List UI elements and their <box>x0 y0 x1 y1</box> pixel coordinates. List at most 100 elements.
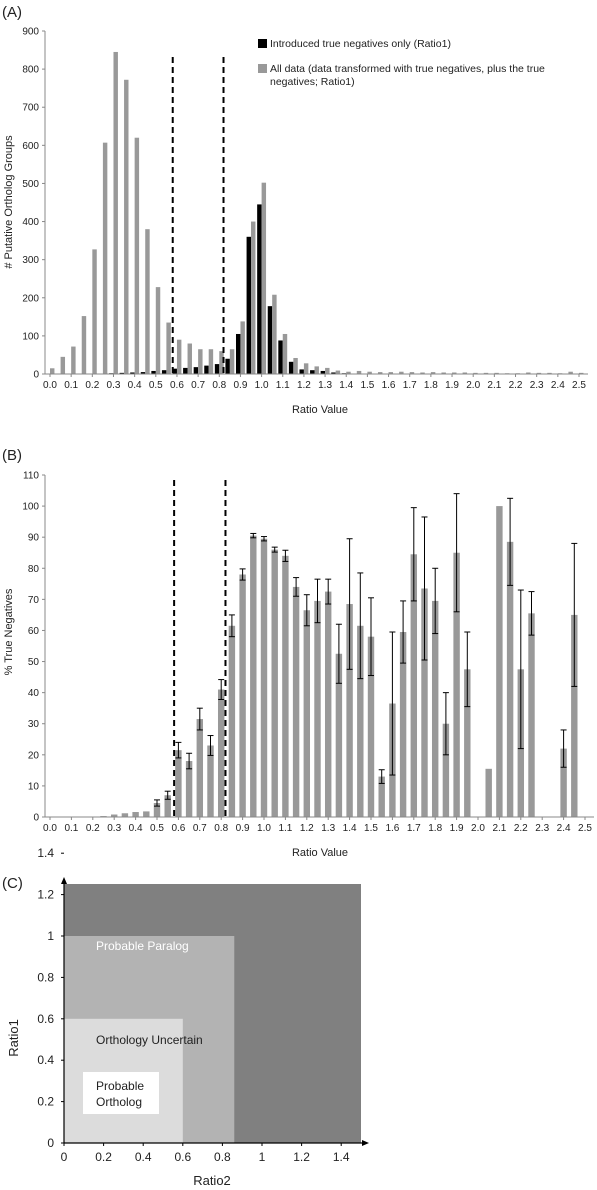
x-tick-label: 1.7 <box>403 380 417 391</box>
bar-percent-true-negatives <box>110 814 118 817</box>
bar-all-data <box>325 367 330 374</box>
x-tick-label: 2.2 <box>509 380 523 391</box>
bar-percent-true-negatives <box>239 574 246 817</box>
bar-all-data <box>388 372 394 374</box>
panel-a-legend: Introduced true negatives only (Ratio1) … <box>258 38 545 88</box>
bar-percent-true-negatives <box>442 723 450 817</box>
legend-label-all-data-line2: negatives; Ratio1) <box>270 76 355 88</box>
error-bar <box>571 542 578 687</box>
bar-percent-true-negatives <box>346 604 353 817</box>
bar-true-negatives <box>172 368 177 374</box>
x-tick-label: 0.8 <box>212 380 226 391</box>
bar-all-data <box>399 371 404 374</box>
y-tick-label: 20 <box>28 750 40 761</box>
error-bar <box>378 769 385 784</box>
y-tick-label: 0 <box>33 813 39 824</box>
x-tick-label: 0.9 <box>233 380 247 391</box>
y-tick-label: 0 <box>33 370 39 381</box>
panel-b-error-bars <box>154 493 578 807</box>
x-tick-label: 2.5 <box>578 823 592 834</box>
bar-all-data <box>568 371 573 374</box>
bar-all-data <box>187 343 192 374</box>
bar-all-data <box>124 79 129 374</box>
y-tick-label: 800 <box>22 65 39 76</box>
bar-percent-true-negatives <box>292 586 300 817</box>
bar-all-data <box>282 333 288 374</box>
bar-true-negatives <box>119 372 125 374</box>
y-tick-label: 500 <box>22 179 39 190</box>
bar-all-data <box>176 339 182 374</box>
bar-true-negatives <box>183 367 188 374</box>
y-tick-label: 1.4 <box>37 846 54 860</box>
x-tick-label: 1.6 <box>385 823 399 834</box>
y-tick-label: 200 <box>22 293 39 304</box>
panel-c-y-label: Ratio1 <box>6 1019 21 1057</box>
error-bar <box>164 790 171 800</box>
x-tick-label: 1.9 <box>450 823 464 834</box>
error-bar <box>453 493 460 613</box>
panel-c-x-ticks: 0 0.2 0.4 0.6 0.8 1 1.2 1.4 <box>61 1143 350 1164</box>
bar-true-negatives <box>204 365 209 374</box>
bar-all-data <box>219 351 224 374</box>
region-label-paralog: Probable Paralog <box>96 939 189 953</box>
panel-c-y-ticks: 0 0.2 0.4 0.6 0.8 1 1.2 1.4 <box>37 846 64 1150</box>
x-tick-label: 1.3 <box>321 823 335 834</box>
y-tick-label: 110 <box>23 471 39 482</box>
bar-percent-true-negatives <box>335 653 343 817</box>
bar-percent-true-negatives <box>271 549 278 817</box>
bar-true-negatives <box>320 370 326 374</box>
bar-all-data <box>346 371 351 374</box>
bar-all-data <box>208 349 214 374</box>
x-tick-label: 0.1 <box>64 823 78 834</box>
x-tick-label: 1.9 <box>445 380 459 391</box>
panel-a-x-ticks: 0.0 0.1 0.2 0.3 0.4 0.5 0.6 0.7 0.8 0.9 1.0 1.1 1.2 1… <box>43 374 586 391</box>
bar-percent-true-negatives <box>464 669 471 817</box>
y-tick-label: 0.4 <box>37 1053 54 1067</box>
bar-percent-true-negatives <box>121 813 129 817</box>
x-tick-label: 0.8 <box>214 1150 231 1164</box>
error-bar <box>517 589 524 750</box>
x-tick-label: 1.1 <box>276 380 290 391</box>
bar-all-data <box>367 371 372 374</box>
legend-swatch-all-data <box>258 64 267 73</box>
c-y-axis-arrow <box>61 877 67 884</box>
panel-a-x-label: Ratio Value <box>292 404 348 416</box>
error-bar <box>250 532 257 539</box>
panel-b-x-ticks: 0.0 0.1 0.2 0.3 0.4 0.5 0.6 0.7 0.8 0.9 1.0 1.1 1.2 1… <box>43 817 592 834</box>
x-tick-label: 2.3 <box>535 823 549 834</box>
bar-percent-true-negatives <box>367 636 375 817</box>
bar-percent-true-negatives <box>399 632 407 817</box>
bar-percent-true-negatives <box>260 538 268 817</box>
bar-percent-true-negatives <box>571 614 578 817</box>
bar-true-negatives <box>331 372 336 374</box>
bar-all-data <box>102 142 108 374</box>
bar-true-negatives <box>161 370 167 374</box>
panel-c-regions: Probable Paralog Orthology Uncertain Proba… <box>64 884 361 1143</box>
bar-all-data <box>198 349 203 374</box>
x-tick-label: 0.3 <box>107 380 121 391</box>
error-bar <box>335 623 342 684</box>
y-tick-label: 100 <box>22 331 39 342</box>
error-bar <box>400 600 407 664</box>
bar-percent-true-negatives <box>485 768 492 817</box>
x-tick-label: 1.5 <box>360 380 374 391</box>
bar-true-negatives <box>299 369 304 374</box>
bar-percent-true-negatives <box>143 811 150 817</box>
legend-swatch-true-negatives <box>258 39 267 48</box>
bar-percent-true-negatives <box>357 625 364 817</box>
x-tick-label: 0.6 <box>171 823 185 834</box>
y-tick-label: 600 <box>22 141 39 152</box>
x-tick-label: 0.6 <box>174 1150 191 1164</box>
x-tick-label: 2.4 <box>551 380 565 391</box>
x-tick-label: 2.5 <box>572 380 586 391</box>
bar-percent-true-negatives <box>560 748 567 817</box>
x-tick-label: 1.0 <box>255 380 269 391</box>
bar-all-data <box>579 372 584 374</box>
region-label-ortholog-line2: Ortholog <box>96 1095 142 1109</box>
y-tick-label: 900 <box>22 27 39 38</box>
error-bar <box>528 591 535 636</box>
legend-label-true-negatives: Introduced true negatives only (Ratio1) <box>270 38 451 50</box>
